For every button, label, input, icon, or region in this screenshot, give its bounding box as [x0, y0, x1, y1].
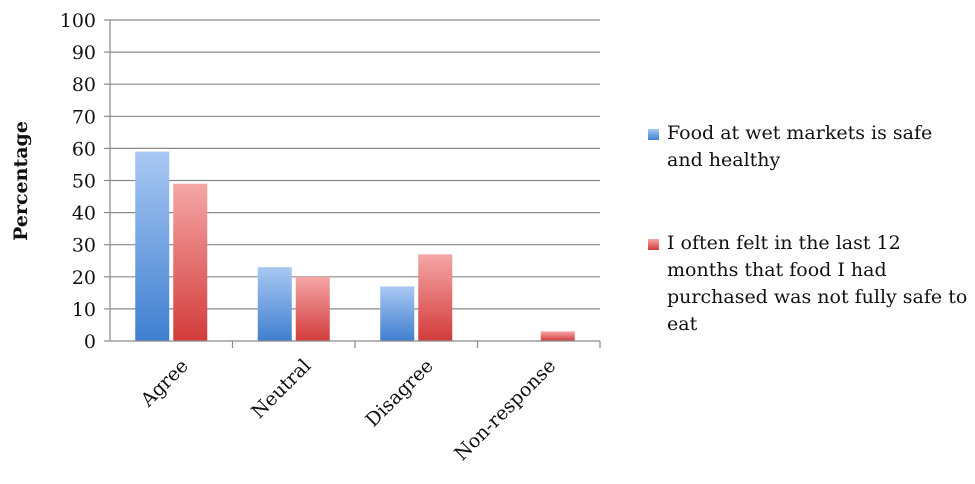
y-tick-label: 10 [72, 299, 96, 321]
bar-agree-series-2 [173, 183, 208, 341]
bar-disagree-series-2 [418, 254, 453, 341]
legend-swatch-series-2 [648, 239, 659, 250]
legend: Food at wet markets is safe and healthy … [648, 120, 973, 394]
y-tick-label: 100 [60, 10, 96, 32]
legend-swatch-series-1 [648, 129, 659, 140]
y-tick-label: 30 [72, 235, 96, 257]
bar-disagree-series-1 [380, 286, 415, 341]
bar-agree-series-1 [135, 151, 170, 341]
tick-labels: 0 10 20 30 40 50 60 70 80 90 100 [60, 10, 96, 353]
y-tick-label: 70 [72, 106, 96, 128]
axes [104, 19, 601, 348]
y-tick-label: 40 [72, 203, 96, 225]
y-tick-label: 50 [72, 171, 96, 193]
x-category-label: Disagree [361, 355, 437, 431]
y-tick-label: 60 [72, 138, 96, 160]
y-tick-label: 90 [72, 42, 96, 64]
bar-chart: 0 10 20 30 40 50 60 70 80 90 100 Agree Neutral Disag… [10, 10, 601, 465]
bar-neutral-series-1 [257, 267, 292, 341]
bars [135, 151, 575, 341]
legend-label-series-1: Food at wet markets is safe and healthy [667, 122, 933, 171]
bar-non-response-series-2 [540, 331, 575, 341]
x-category-label: Neutral [247, 355, 315, 423]
y-tick-label: 0 [84, 331, 96, 353]
legend-item-series-1: Food at wet markets is safe and healthy [648, 120, 973, 174]
x-category-label: Agree [136, 355, 193, 412]
legend-item-series-2: I often felt in the last 12 months that … [648, 230, 973, 338]
x-category-label: Non-response [450, 355, 560, 465]
category-labels: Agree Neutral Disagree Non-response [136, 355, 560, 465]
y-axis-label: Percentage [10, 121, 32, 241]
y-tick-label: 20 [72, 267, 96, 289]
legend-label-series-2: I often felt in the last 12 months that … [667, 232, 968, 335]
y-tick-label: 80 [72, 74, 96, 96]
bar-neutral-series-2 [295, 276, 330, 341]
